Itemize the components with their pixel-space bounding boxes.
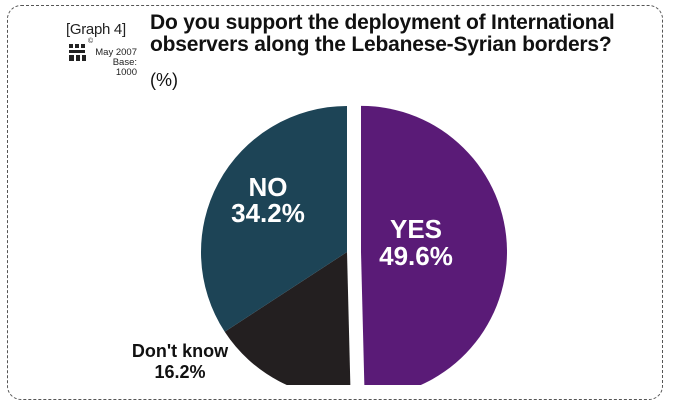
publisher-logo-icon (69, 44, 86, 61)
slice-label-no: NO (249, 172, 288, 202)
graph-number-label: [Graph 4] (66, 21, 126, 38)
survey-meta: May 2007 Base: 1000 (91, 48, 137, 78)
pie-slice-no (200, 105, 347, 332)
slice-value-yes: 49.6% (379, 241, 453, 271)
slice-value-don-t-know: 16.2% (154, 362, 205, 382)
slice-label-yes: YES (390, 214, 442, 244)
slice-label-don-t-know: Don't know (132, 341, 229, 361)
chart-subtitle: (%) (150, 70, 178, 90)
survey-date: May 2007 (95, 47, 137, 58)
survey-base: Base: 1000 (112, 57, 137, 78)
pie-slice-yes (360, 105, 507, 385)
copyright-icon: © (88, 38, 94, 45)
pie-slice-don-t-know (224, 252, 351, 385)
slice-value-no: 34.2% (231, 198, 305, 228)
chart-title: Do you support the deployment of Interna… (150, 11, 615, 56)
